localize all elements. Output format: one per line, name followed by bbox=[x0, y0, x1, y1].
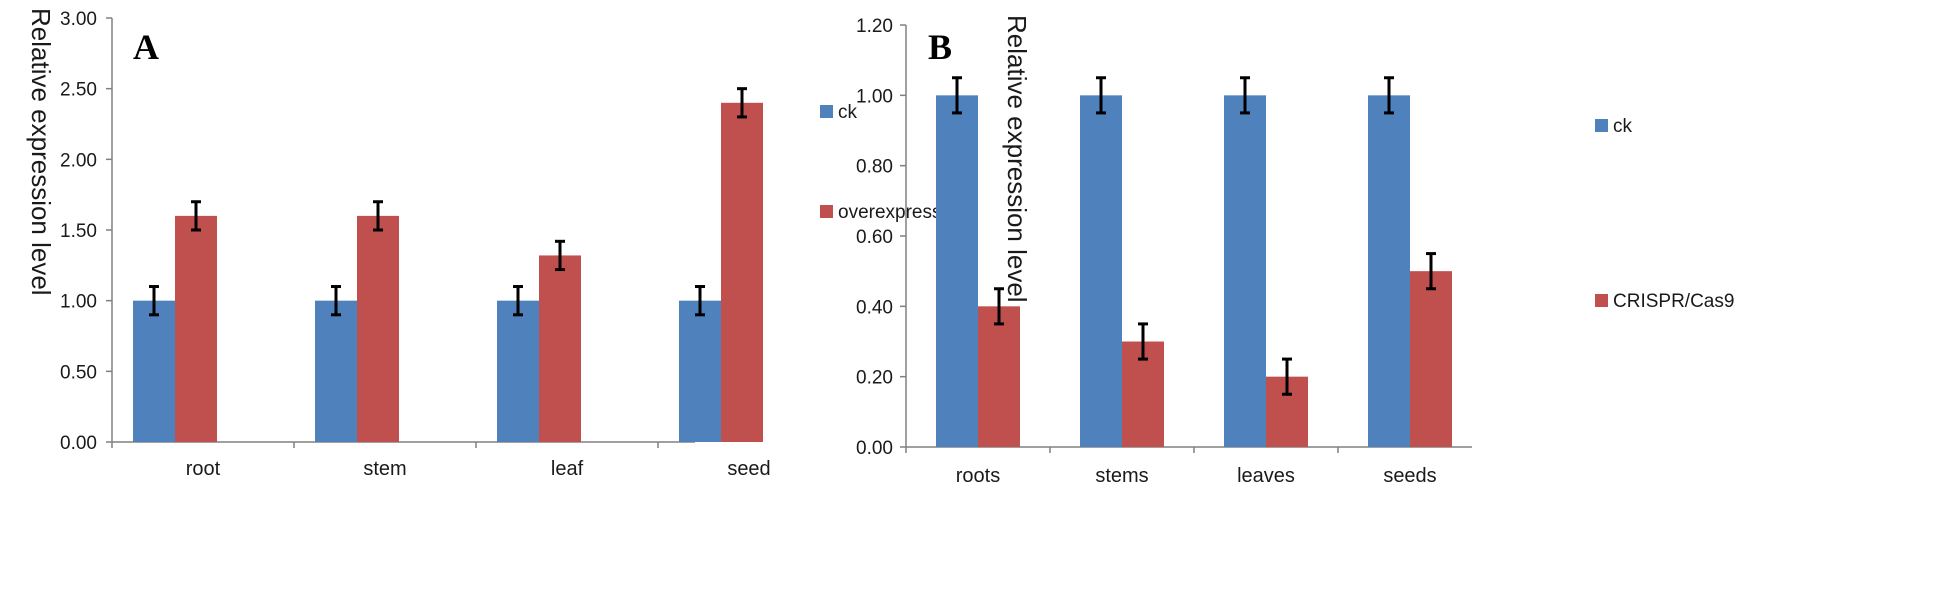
legend-label: ck bbox=[1613, 116, 1633, 137]
bar bbox=[1410, 271, 1452, 447]
y-axis-label: Relative expression level bbox=[1002, 15, 1032, 303]
chart-panel-b: 0.00 0.20 0.40 0.60 0.80 1.00 1.20 roots stems le… bbox=[856, 15, 1734, 487]
x-tick-label: leaf bbox=[551, 458, 584, 480]
bar bbox=[936, 95, 978, 447]
bar bbox=[315, 300, 357, 442]
bar bbox=[133, 300, 175, 442]
y-tick-label: 0.60 bbox=[856, 227, 893, 248]
y-tick-label: 3.00 bbox=[60, 9, 97, 30]
bar bbox=[357, 215, 399, 442]
bar bbox=[175, 215, 217, 442]
legend-swatch bbox=[820, 205, 833, 218]
bar bbox=[1080, 95, 1122, 447]
y-tick-label: 1.50 bbox=[60, 221, 97, 242]
y-tick-label: 1.00 bbox=[60, 292, 97, 313]
x-tick-label: seeds bbox=[1383, 465, 1436, 487]
x-tick-label: seed bbox=[727, 458, 770, 480]
y-tick-label: 2.50 bbox=[60, 80, 97, 101]
x-tick-label: leaves bbox=[1237, 465, 1295, 487]
x-tick-label: stem bbox=[363, 458, 406, 480]
legend-label: overexpression bbox=[838, 202, 967, 223]
x-tick-label: stems bbox=[1095, 465, 1148, 487]
x-tick-label: roots bbox=[956, 465, 1000, 487]
legend-swatch bbox=[1595, 119, 1608, 132]
panel-label: B bbox=[928, 27, 952, 67]
bar bbox=[721, 102, 763, 443]
y-tick-label: 2.00 bbox=[60, 150, 97, 171]
legend-label: ck bbox=[838, 102, 858, 123]
chart-panel-a: 0.00 0.50 1.00 1.50 2.00 2.50 3.00 root stem leaf… bbox=[26, 8, 967, 480]
panel-label: A bbox=[133, 27, 159, 67]
x-tick-label: root bbox=[186, 458, 221, 480]
bar bbox=[497, 300, 539, 442]
bar bbox=[978, 306, 1020, 447]
bar bbox=[539, 255, 581, 442]
y-tick-label: 0.50 bbox=[60, 362, 97, 383]
legend-swatch bbox=[1595, 294, 1608, 307]
y-tick-label: 1.00 bbox=[856, 86, 893, 107]
bar bbox=[1368, 95, 1410, 447]
y-tick-label: 0.00 bbox=[856, 438, 893, 459]
y-tick-label: 0.20 bbox=[856, 368, 893, 389]
legend-swatch bbox=[820, 105, 833, 118]
bar bbox=[1224, 95, 1266, 447]
y-tick-label: 1.20 bbox=[856, 16, 893, 37]
y-tick-label: 0.80 bbox=[856, 157, 893, 178]
y-tick-label: 0.00 bbox=[60, 433, 97, 454]
y-tick-label: 0.40 bbox=[856, 297, 893, 318]
legend-label: CRISPR/Cas9 bbox=[1613, 291, 1734, 312]
bar bbox=[679, 300, 721, 442]
y-axis-label: Relative expression level bbox=[26, 8, 56, 296]
